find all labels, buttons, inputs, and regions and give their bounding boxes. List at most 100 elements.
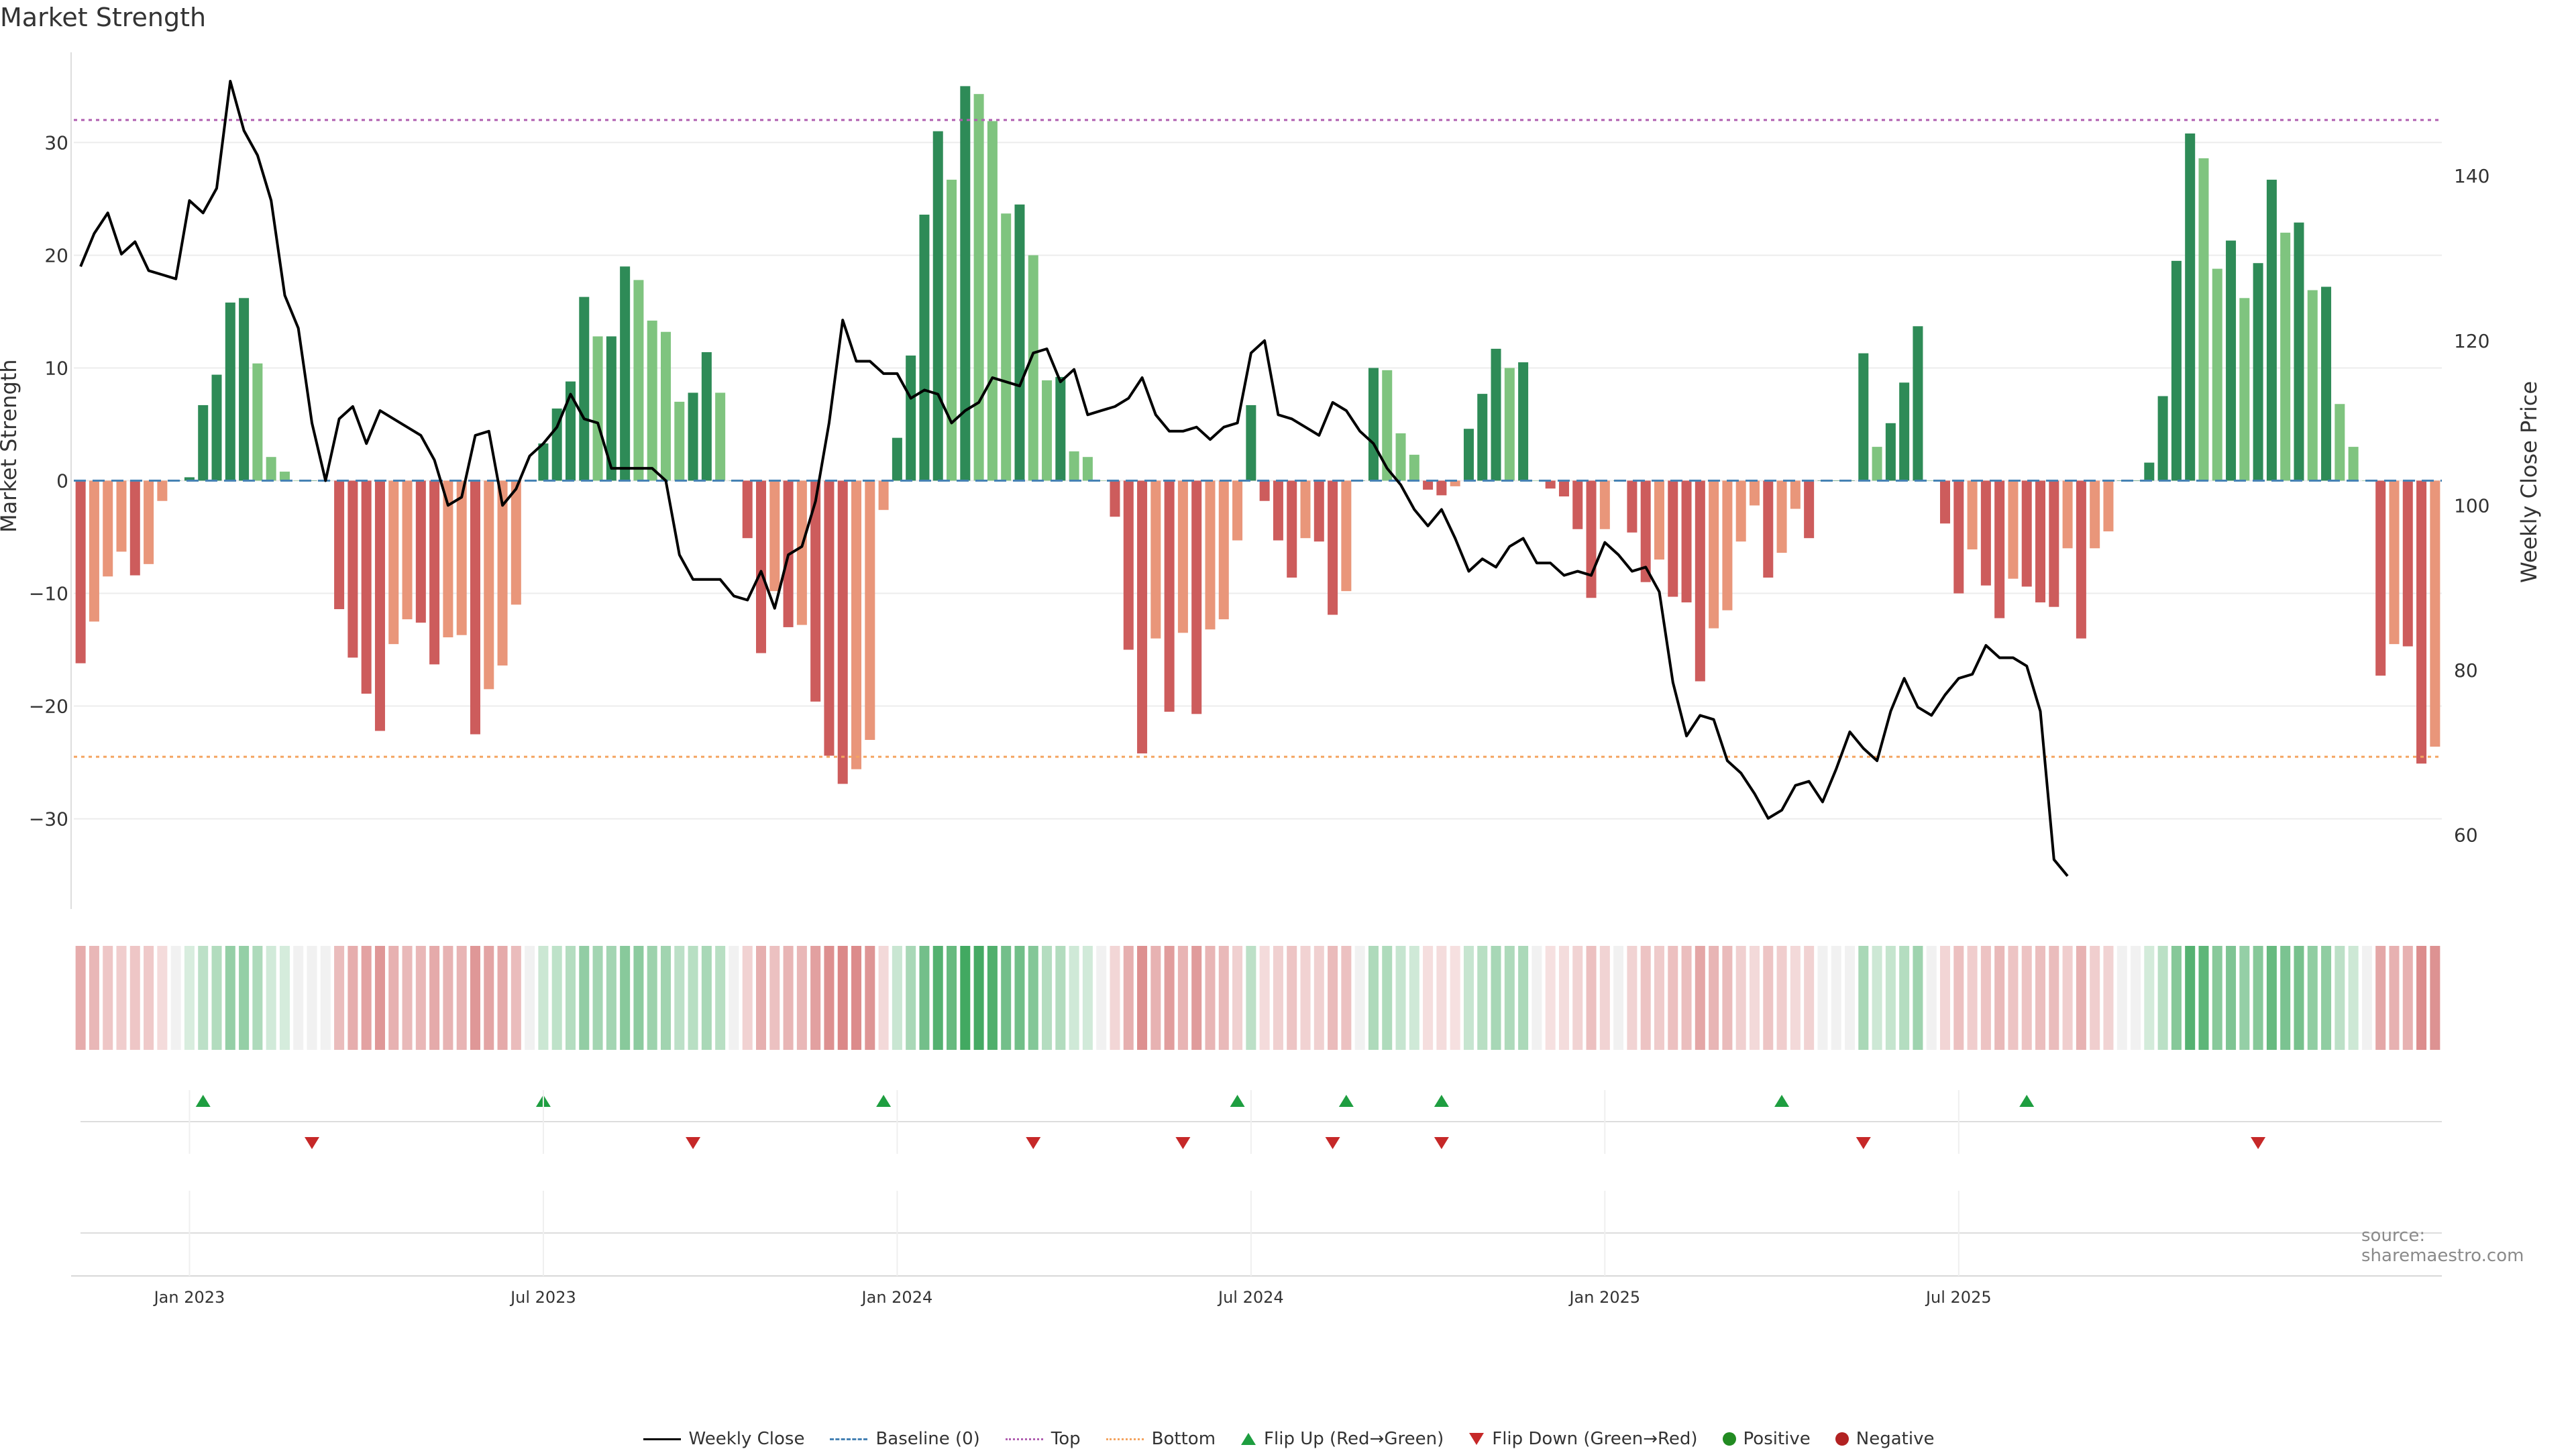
heat-cell — [144, 946, 154, 1050]
legend-negative[interactable]: Negative — [1835, 1429, 1935, 1449]
flip-down-marker — [305, 1137, 320, 1149]
strength-bar — [701, 352, 712, 481]
heat-cell — [1763, 946, 1774, 1050]
heat-cell — [252, 946, 263, 1050]
heat-cell — [361, 946, 372, 1050]
heat-cell — [1681, 946, 1692, 1050]
strength-bar — [2402, 480, 2413, 647]
strength-bar — [1994, 480, 2005, 619]
heat-cell — [1545, 946, 1556, 1050]
heat-cell — [1096, 946, 1107, 1050]
strength-bar — [1110, 480, 1120, 517]
heat-cell — [783, 946, 794, 1050]
strength-bar — [456, 480, 467, 635]
heat-cell — [1518, 946, 1529, 1050]
strength-bar — [947, 179, 957, 481]
heat-cell — [2280, 946, 2291, 1050]
heat-cell — [1150, 946, 1161, 1050]
strength-bar — [497, 480, 508, 666]
heat-cell — [497, 946, 508, 1050]
strength-bar — [2294, 222, 2304, 481]
strength-bar — [606, 336, 616, 481]
heat-cell — [2062, 946, 2073, 1050]
x-tick-label: Jan 2023 — [153, 1288, 225, 1307]
strength-bar — [742, 480, 753, 539]
heat-cell — [1817, 946, 1828, 1050]
strength-bar — [1313, 480, 1324, 542]
y-right-tick-label: 100 — [2454, 494, 2489, 517]
legend-top[interactable]: Top — [1004, 1429, 1081, 1449]
strength-bar — [116, 480, 127, 552]
strength-bar — [2076, 480, 2086, 639]
heat-cell — [1940, 946, 1951, 1050]
strength-bar — [551, 408, 562, 481]
strength-bar — [2049, 480, 2059, 607]
heat-cell — [1382, 946, 1393, 1050]
heat-cell — [225, 946, 235, 1050]
strength-bar — [211, 374, 222, 481]
y-axis-left-label: Market Strength — [0, 359, 21, 533]
heat-cell — [184, 946, 195, 1050]
heat-cell — [892, 946, 902, 1050]
heat-cell — [2334, 946, 2345, 1050]
heat-cell — [1885, 946, 1896, 1050]
bottom-dotted-line-icon — [1105, 1432, 1145, 1446]
strength-bar — [892, 437, 902, 481]
heat-cell — [1953, 946, 1964, 1050]
y-left-tick-label: −30 — [29, 808, 68, 830]
legend-weekly-close[interactable]: Weekly Close — [642, 1429, 804, 1449]
strength-bar — [1967, 480, 1978, 549]
heat-cell — [89, 946, 99, 1050]
strength-bar — [1259, 480, 1270, 501]
heat-cell — [2131, 946, 2141, 1050]
strength-bar — [1028, 255, 1038, 481]
strength-bar — [715, 392, 726, 481]
heat-cell — [647, 946, 657, 1050]
heat-cell — [2144, 946, 2155, 1050]
legend-flip-up[interactable]: Flip Up (Red→Green) — [1240, 1429, 1444, 1449]
legend-baseline[interactable]: Baseline (0) — [828, 1429, 980, 1449]
heat-cell — [1001, 946, 1012, 1050]
heat-cell — [1558, 946, 1569, 1050]
heat-cell — [660, 946, 672, 1050]
heat-cell — [347, 946, 358, 1050]
flip-down-marker — [1325, 1137, 1340, 1149]
strength-bar — [796, 480, 807, 625]
heat-cell — [1436, 946, 1447, 1050]
heat-cell — [525, 946, 535, 1050]
strength-bar — [688, 392, 698, 481]
strength-bar — [279, 472, 290, 481]
heat-cell — [579, 946, 590, 1050]
y-left-tick-label: −20 — [29, 696, 68, 718]
heat-cell — [279, 946, 290, 1050]
heat-cell — [1872, 946, 1882, 1050]
strength-bar — [579, 297, 590, 481]
legend-bottom[interactable]: Bottom — [1105, 1429, 1216, 1449]
strength-bar — [565, 381, 576, 481]
flip-up-marker — [1338, 1095, 1354, 1107]
heat-cell — [987, 946, 998, 1050]
flip-down-marker — [1175, 1137, 1191, 1149]
strength-bar — [1123, 480, 1134, 650]
strength-bar — [1572, 480, 1583, 529]
heat-cell — [2416, 946, 2427, 1050]
heat-cell — [865, 946, 875, 1050]
legend-baseline-label: Baseline (0) — [875, 1429, 980, 1449]
flip-down-marker — [686, 1137, 701, 1149]
strength-bar — [906, 355, 916, 481]
heat-cell — [1191, 946, 1202, 1050]
heat-cell — [606, 946, 616, 1050]
heat-cell — [932, 946, 943, 1050]
heat-cell — [1844, 946, 1856, 1050]
chart-title: Market Strength — [0, 3, 207, 32]
legend-positive[interactable]: Positive — [1722, 1429, 1811, 1449]
heat-cell — [1491, 946, 1501, 1050]
heat-cell — [1354, 946, 1365, 1050]
legend-flip-down[interactable]: Flip Down (Green→Red) — [1468, 1429, 1698, 1449]
x-tick-label: Jul 2023 — [509, 1288, 576, 1307]
strength-bar — [2144, 462, 2155, 481]
heat-cell — [1668, 946, 1678, 1050]
legend-negative-label: Negative — [1856, 1429, 1935, 1449]
